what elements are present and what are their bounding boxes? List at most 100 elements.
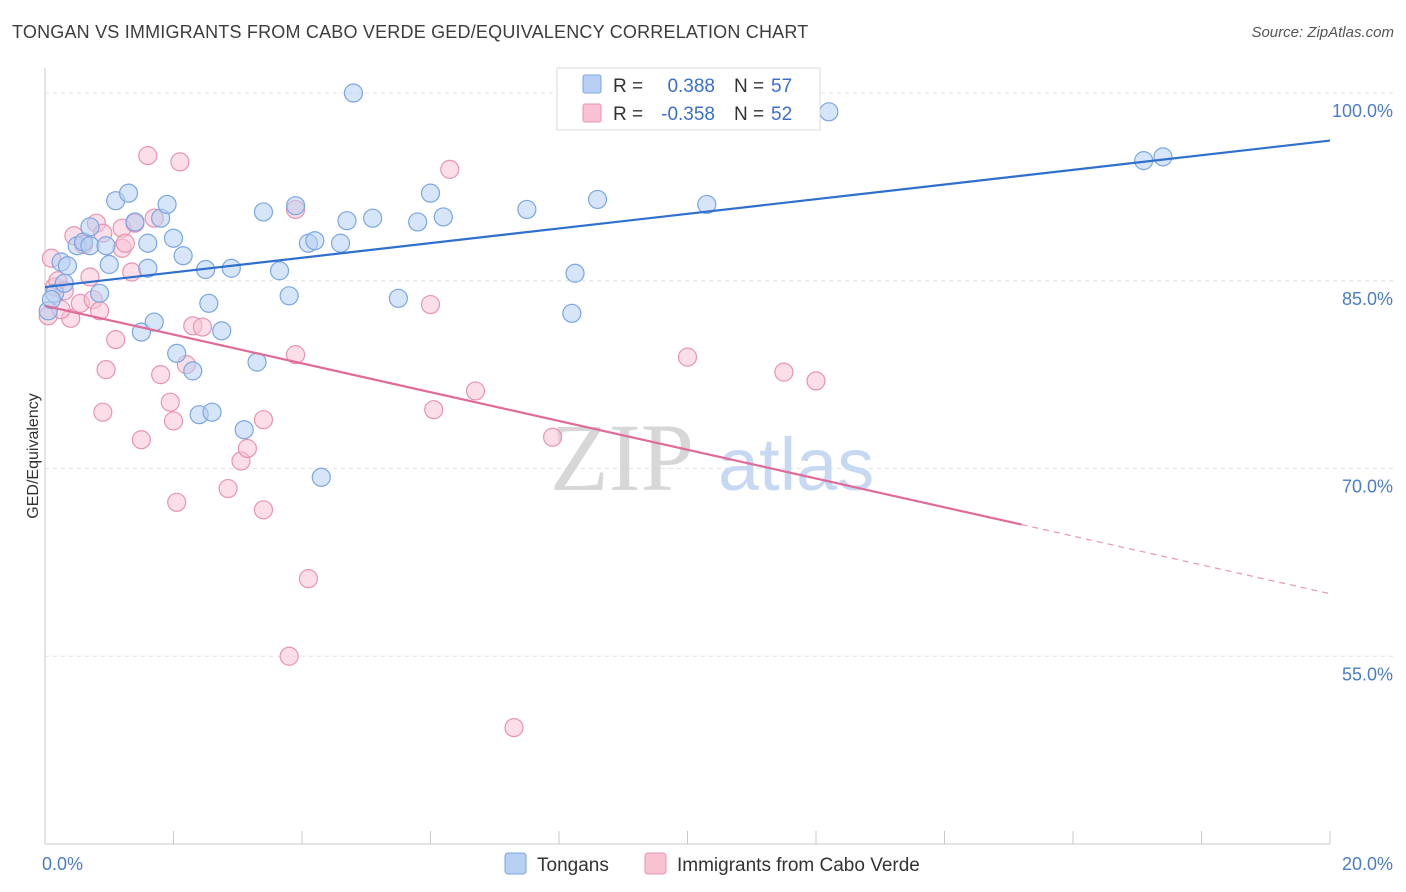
x-tick-label: 0.0% bbox=[42, 854, 83, 874]
stats-n-label-1: N = bbox=[734, 76, 764, 97]
y-tick-label: 55.0% bbox=[1342, 664, 1393, 684]
tongans-point bbox=[96, 236, 116, 256]
tongans-trendline bbox=[44, 139, 1331, 289]
tongans-point bbox=[363, 208, 383, 228]
cabo-verde-point bbox=[298, 569, 319, 589]
tongans-point bbox=[337, 211, 357, 231]
cabo-verde-trendline bbox=[44, 304, 1022, 526]
tongans-point bbox=[408, 212, 428, 232]
y-tick-label: 100.0% bbox=[1332, 101, 1393, 121]
cabo-verde-point bbox=[465, 381, 486, 401]
series-tongans-points bbox=[38, 83, 1173, 487]
tongans-point bbox=[234, 420, 254, 440]
tongans-point bbox=[163, 228, 184, 248]
tongans-point bbox=[305, 231, 325, 251]
cabo-verde-point bbox=[253, 410, 274, 430]
y-tick-label: 85.0% bbox=[1342, 289, 1393, 309]
cabo-verde-point bbox=[167, 492, 187, 512]
cabo-verde-point bbox=[138, 146, 158, 166]
tongans-point bbox=[41, 289, 62, 310]
tongans-point bbox=[420, 183, 441, 203]
tongans-point bbox=[565, 263, 585, 283]
stats-r-value-2: -0.358 bbox=[661, 104, 715, 125]
y-tick-label: 70.0% bbox=[1342, 477, 1393, 497]
tongans-point bbox=[587, 189, 608, 210]
watermark-atlas: atlas bbox=[718, 423, 874, 506]
y-axis-label: GED/Equivalency bbox=[25, 393, 42, 518]
stats-r-value-1: 0.388 bbox=[667, 76, 715, 97]
watermark-zip: ZIP bbox=[550, 404, 694, 511]
legend-label-cabo-verde: Immigrants from Cabo Verde bbox=[677, 855, 920, 876]
stats-r-label-1: R = bbox=[613, 76, 643, 97]
cabo-verde-point bbox=[115, 233, 135, 253]
tongans-point bbox=[199, 293, 219, 313]
tongans-point bbox=[167, 343, 187, 363]
tongans-point bbox=[1153, 147, 1173, 167]
x-tick-label: 20.0% bbox=[1342, 854, 1393, 874]
gridlines bbox=[45, 92, 1395, 657]
tongans-point bbox=[157, 194, 177, 215]
cabo-verde-point bbox=[420, 294, 441, 315]
cabo-verde-point bbox=[131, 430, 151, 450]
tongans-point bbox=[269, 261, 290, 281]
bottom-legend: Tongans Immigrants from Cabo Verde bbox=[504, 852, 920, 876]
cabo-verde-point bbox=[542, 427, 563, 447]
stats-n-value-2: 52 bbox=[771, 104, 792, 125]
tongans-point bbox=[285, 196, 306, 216]
x-axis-ticks bbox=[44, 831, 1331, 844]
cabo-verde-trendline-extension bbox=[1021, 524, 1331, 595]
tongans-point bbox=[279, 286, 299, 306]
stats-n-label-2: N = bbox=[734, 104, 764, 125]
cabo-verde-point bbox=[285, 345, 306, 365]
stats-legend: R = 0.388 N = 57 R = -0.358 N = 52 bbox=[556, 67, 821, 131]
tongans-point bbox=[388, 288, 408, 308]
cabo-verde-point bbox=[237, 438, 257, 459]
tongans-point bbox=[138, 233, 158, 253]
tongans-point bbox=[330, 233, 351, 253]
cabo-verde-point bbox=[163, 411, 184, 431]
y-tick-labels: 100.0% 85.0% 70.0% 55.0% bbox=[1332, 101, 1393, 684]
legend-swatch-tongans bbox=[504, 852, 527, 875]
tongans-point bbox=[517, 199, 537, 220]
cabo-verde-point bbox=[160, 392, 180, 412]
stats-r-label-2: R = bbox=[613, 104, 643, 125]
tongans-point bbox=[80, 236, 100, 256]
watermark: ZIP atlas bbox=[550, 404, 874, 511]
chart-title: TONGAN VS IMMIGRANTS FROM CABO VERDE GED… bbox=[12, 22, 809, 42]
tongans-point bbox=[253, 202, 274, 222]
tongans-point bbox=[311, 467, 331, 487]
tongans-point bbox=[80, 217, 100, 237]
cabo-verde-point bbox=[440, 159, 460, 179]
trendlines bbox=[44, 139, 1331, 595]
legend-swatch-cabo-verde bbox=[644, 852, 667, 875]
tongans-point bbox=[90, 283, 110, 303]
tongans-point bbox=[343, 83, 363, 103]
cabo-verde-point bbox=[677, 347, 698, 367]
cabo-verde-point bbox=[93, 402, 113, 422]
cabo-verde-point bbox=[106, 330, 126, 350]
cabo-verde-point bbox=[151, 365, 171, 385]
cabo-verde-point bbox=[170, 152, 190, 172]
tongans-point bbox=[819, 102, 839, 122]
cabo-verde-point bbox=[218, 478, 238, 499]
tongans-point bbox=[183, 361, 203, 381]
cabo-verde-point bbox=[806, 371, 826, 391]
legend-label-tongans: Tongans bbox=[537, 855, 609, 876]
tongans-point bbox=[562, 303, 582, 323]
tongans-point bbox=[138, 258, 158, 278]
tongans-point bbox=[57, 256, 78, 276]
x-tick-labels: 0.0% 20.0% bbox=[42, 854, 1393, 874]
tongans-point bbox=[212, 321, 232, 341]
tongans-point bbox=[433, 207, 453, 227]
tongans-point bbox=[221, 258, 241, 278]
tongans-point bbox=[697, 194, 717, 215]
cabo-verde-point bbox=[96, 360, 116, 380]
stats-legend-swatch-pink bbox=[582, 103, 602, 123]
tongans-point bbox=[125, 212, 145, 232]
tongans-point bbox=[173, 246, 193, 266]
tongans-point bbox=[99, 254, 119, 275]
cabo-verde-point bbox=[192, 317, 213, 337]
cabo-verde-point bbox=[774, 362, 794, 382]
tongans-point bbox=[202, 402, 222, 422]
